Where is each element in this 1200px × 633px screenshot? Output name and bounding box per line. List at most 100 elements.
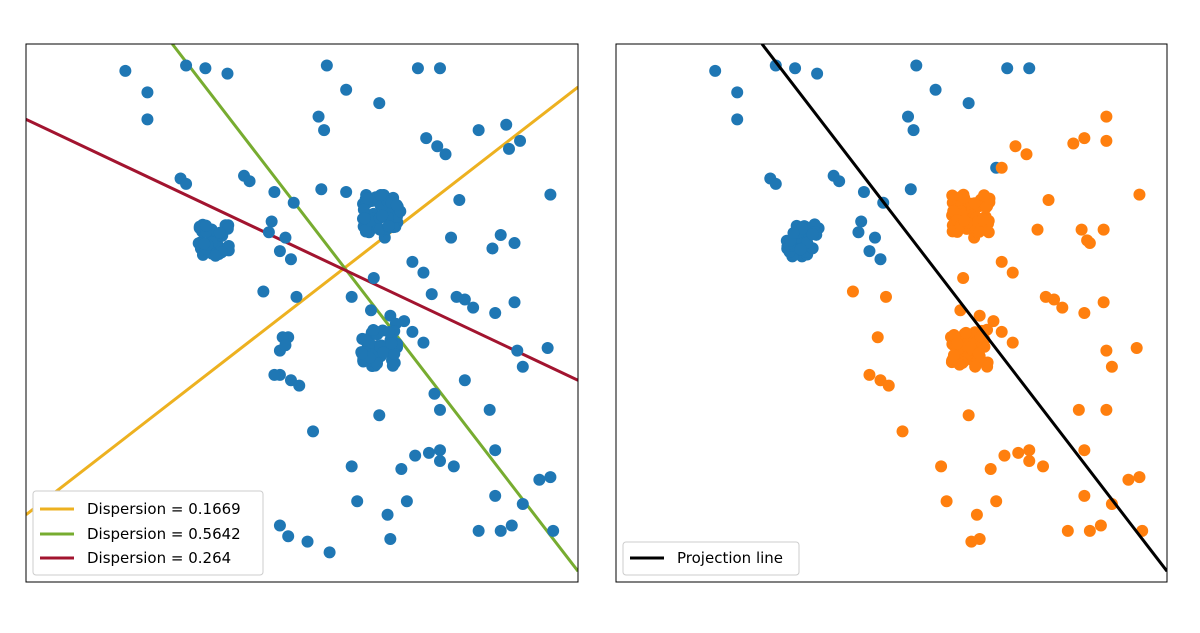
right-series-0-point-7 <box>929 83 942 96</box>
left-series-0-point-80 <box>395 463 408 476</box>
left-series-0-point-221 <box>386 359 399 372</box>
right-series-0-point-23 <box>863 245 876 258</box>
right-series-0-point-0 <box>709 64 722 77</box>
right-series-0-point-24 <box>874 253 887 266</box>
right-plot: Projection line <box>615 43 1168 583</box>
left-series-0-point-196 <box>358 212 371 225</box>
right-series-1-point-111 <box>976 213 989 226</box>
right-series-1-point-171 <box>972 347 985 360</box>
left-series-0-point-197 <box>374 188 387 201</box>
left-series-0-point-97 <box>282 530 295 543</box>
right-series-1-point-2 <box>1100 134 1113 147</box>
right-series-1-point-1 <box>1078 132 1091 145</box>
right-series-1-point-115 <box>958 214 971 227</box>
right-series-1-point-7 <box>1133 188 1146 201</box>
right-series-1-point-55 <box>1094 519 1107 532</box>
right-series-0-point-4 <box>789 62 802 75</box>
left-series-0-point-28 <box>453 194 466 207</box>
left-series-0-point-75 <box>409 449 422 462</box>
left-series-0-point-47 <box>508 296 521 309</box>
left-series-0-point-87 <box>489 489 502 502</box>
left-series-0-point-12 <box>373 97 386 110</box>
left-series-0-point-244 <box>377 346 390 359</box>
right-series-1-point-38 <box>1100 403 1113 416</box>
legend-label-2: Dispersion = 0.264 <box>87 549 231 567</box>
right-series-0-point-1 <box>731 86 744 99</box>
legend-label-0: Dispersion = 0.1669 <box>87 500 241 518</box>
right-series-0-point-70 <box>787 227 800 240</box>
right-series-1-point-3 <box>1067 137 1080 150</box>
right-series-1-point-19 <box>1048 293 1061 306</box>
right-series-0-point-22 <box>868 231 881 244</box>
left-series-0-point-57 <box>417 336 430 349</box>
right-series-1-point-57 <box>970 508 983 521</box>
left-series-0-point-78 <box>434 454 446 467</box>
right-series-1-point-114 <box>982 226 995 239</box>
left-series-0-point-10 <box>312 110 325 123</box>
left-series-0-point-72 <box>483 403 496 416</box>
left-series-0-point-52 <box>365 304 377 317</box>
right-series-1-point-45 <box>1037 460 1050 473</box>
left-series-0-point-96 <box>273 519 286 532</box>
right-series-1-point-167 <box>951 337 964 350</box>
right-series-1-point-0 <box>1100 110 1113 123</box>
left-series-0-point-84 <box>544 471 557 484</box>
right-series-1-point-23 <box>973 309 986 322</box>
right-series-0-point-8 <box>1001 62 1014 75</box>
left-series-0-point-2 <box>141 113 154 126</box>
left-series-0-point-99 <box>323 546 336 559</box>
left-series-0-point-181 <box>361 192 374 205</box>
left-series-0-point-250 <box>388 347 401 360</box>
left-series-0-point-16 <box>472 124 485 137</box>
left-series-0-point-24 <box>268 185 281 198</box>
right-series-1-point-166 <box>969 360 982 373</box>
left-series-0-point-64 <box>541 341 554 354</box>
left-series-0-point-67 <box>293 379 306 392</box>
left-series-0-point-30 <box>265 215 278 228</box>
right-series-1-point-10 <box>1075 223 1088 236</box>
right-series-1-point-47 <box>935 460 948 473</box>
left-series-0-point-63 <box>516 360 529 373</box>
right-series-1-point-168 <box>947 349 960 362</box>
left-series-0-point-143 <box>213 226 226 239</box>
right-series-1-point-44 <box>1023 454 1036 467</box>
right-series-0-point-3 <box>769 59 782 72</box>
right-series-1-point-24 <box>987 315 1000 328</box>
left-series-0-point-33 <box>273 245 286 258</box>
right-series-1-point-59 <box>1061 524 1074 537</box>
left-series-0-point-74 <box>307 425 320 438</box>
right-series-0-point-2 <box>731 113 744 126</box>
left-legend-box <box>32 490 264 576</box>
right-series-1-point-21 <box>1078 307 1091 319</box>
left-series-0-point-6 <box>320 59 333 72</box>
right-series-0-point-11 <box>907 124 920 137</box>
left-series-0-point-36 <box>445 231 458 244</box>
legend-label-projection: Projection line <box>677 549 783 567</box>
left-series-0-point-42 <box>425 288 438 301</box>
right-series-0-point-17 <box>857 185 870 198</box>
right-line-0 <box>760 44 1167 573</box>
left-series-0-point-4 <box>199 62 212 75</box>
right-series-0-point-68 <box>794 243 807 256</box>
right-legend-box <box>622 541 800 576</box>
right-series-1-point-42 <box>1012 446 1025 459</box>
left-series-0-point-50 <box>257 285 270 298</box>
right-series-1-point-40 <box>896 425 909 438</box>
left-series-0-point-0 <box>119 64 132 77</box>
left-series-0-point-39 <box>486 242 499 255</box>
left-series-0-point-62 <box>511 344 524 357</box>
left-series-0-point-140 <box>209 249 222 262</box>
left-series-0-point-31 <box>262 226 275 239</box>
right-series-1-point-31 <box>1100 344 1113 357</box>
right-points <box>709 59 1149 548</box>
right-series-1-point-13 <box>1083 237 1096 250</box>
left-series-0-point-27 <box>340 185 353 198</box>
right-series-1-point-32 <box>1105 360 1118 373</box>
right-series-1-point-84 <box>946 189 959 202</box>
right-series-1-point-52 <box>990 495 1003 508</box>
left-series-0-point-61 <box>279 339 292 352</box>
left-series-0-point-7 <box>340 83 353 96</box>
left-series-0-point-34 <box>284 253 297 266</box>
right-series-1-point-61 <box>965 535 978 548</box>
left-series-0-point-77 <box>434 444 446 457</box>
